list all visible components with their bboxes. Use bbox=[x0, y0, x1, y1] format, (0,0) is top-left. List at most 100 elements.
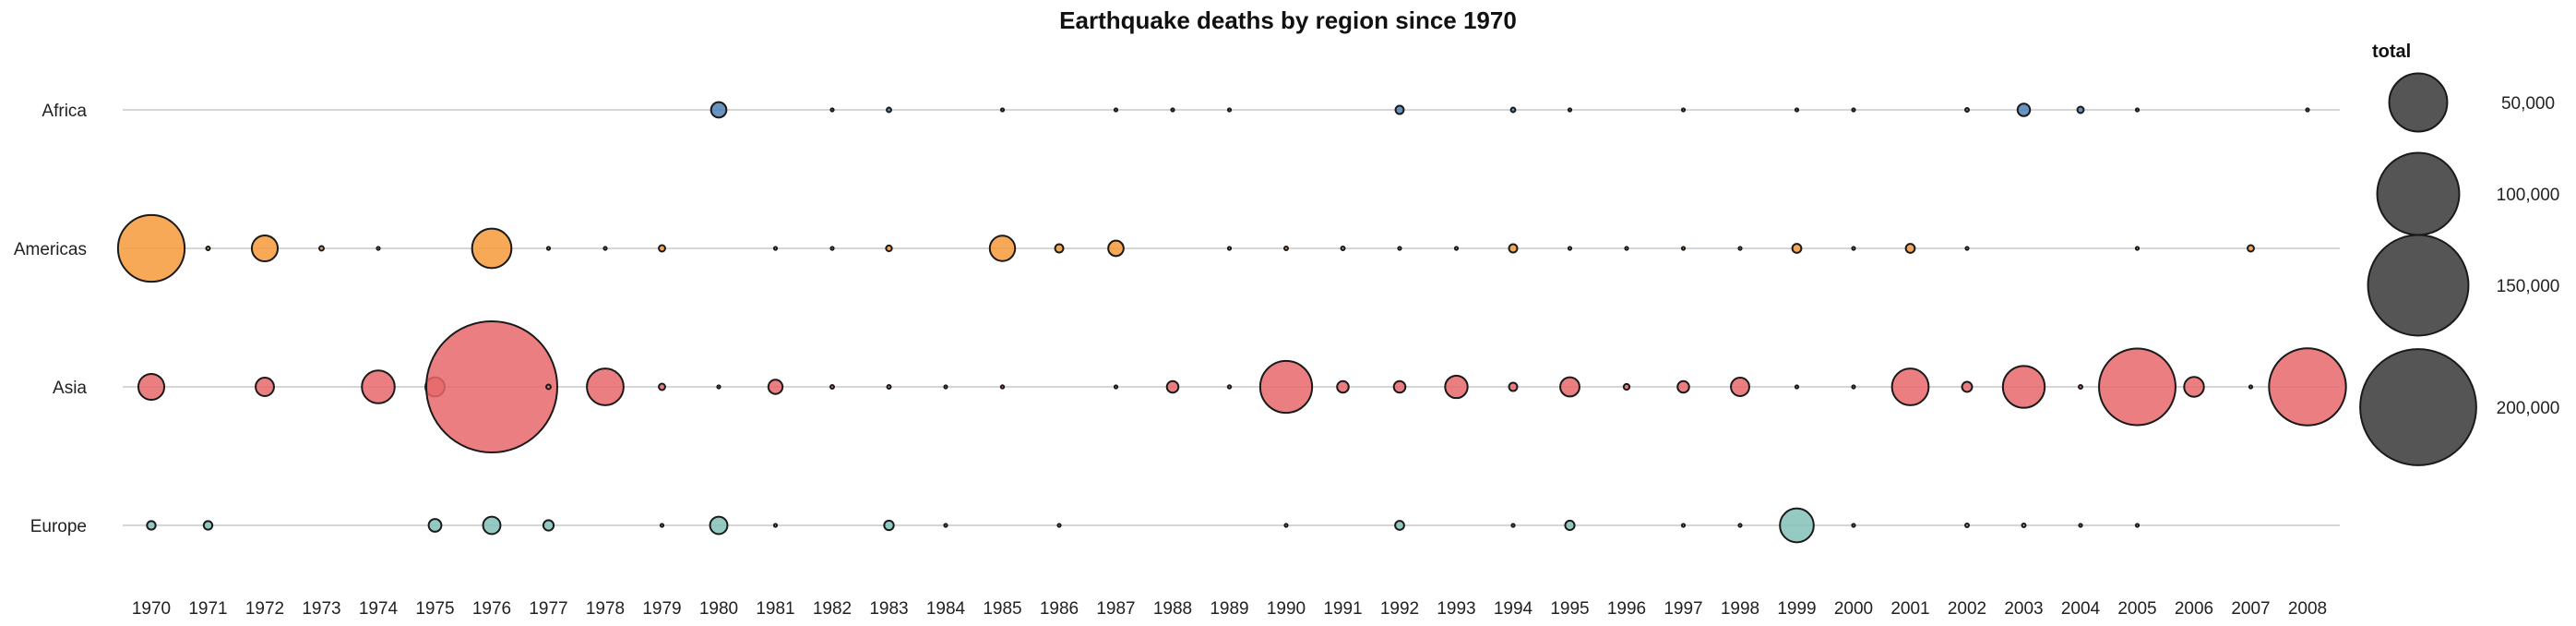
bubble-africa-2004 bbox=[2076, 105, 2085, 114]
bubble-asia-1983 bbox=[886, 384, 892, 390]
bubble-asia-1991 bbox=[1336, 379, 1350, 394]
bubble-asia-1981 bbox=[767, 379, 784, 395]
x-tick-1998: 1998 bbox=[1721, 599, 1759, 619]
x-tick-2007: 2007 bbox=[2231, 599, 2270, 619]
bubble-europe-1981 bbox=[772, 523, 779, 528]
x-tick-1993: 1993 bbox=[1437, 599, 1475, 619]
legend-bubble-100000 bbox=[2376, 151, 2461, 236]
bubble-africa-1992 bbox=[1394, 104, 1405, 115]
gridlines bbox=[123, 109, 2340, 526]
bubble-europe-1999 bbox=[1779, 507, 1815, 544]
bubble-americas-1986 bbox=[1054, 243, 1065, 254]
bubble-americas-1974 bbox=[376, 246, 381, 251]
x-tick-1989: 1989 bbox=[1210, 599, 1248, 619]
bubble-americas-1979 bbox=[658, 244, 666, 253]
bubble-asia-1997 bbox=[1676, 379, 1690, 394]
bubble-americas-1995 bbox=[1567, 246, 1573, 251]
x-tick-1997: 1997 bbox=[1664, 599, 1702, 619]
legend-title: total bbox=[2372, 42, 2411, 62]
x-tick-1972: 1972 bbox=[245, 599, 284, 619]
bubble-asia-2006 bbox=[2183, 376, 2205, 398]
bubble-europe-1976 bbox=[482, 515, 502, 536]
x-tick-1976: 1976 bbox=[472, 599, 511, 619]
x-tick-2002: 2002 bbox=[1948, 599, 1986, 619]
bubble-europe-1977 bbox=[542, 519, 555, 532]
legend-bubble-200000 bbox=[2359, 348, 2477, 466]
bubble-asia-1979 bbox=[658, 382, 666, 391]
legend-label-100000: 100,000 bbox=[2497, 186, 2560, 205]
bubble-americas-1992 bbox=[1397, 246, 1402, 251]
bubble-americas-1989 bbox=[1226, 246, 1233, 251]
bubble-asia-2005 bbox=[2098, 347, 2176, 427]
chart-title: Earthquake deaths by region since 1970 bbox=[1059, 6, 1517, 34]
bubble-asia-1998 bbox=[1730, 377, 1750, 397]
bubble-europe-1986 bbox=[1056, 523, 1062, 528]
bubble-europe-2003 bbox=[2021, 523, 2027, 528]
bubble-africa-1994 bbox=[1509, 106, 1517, 114]
bubble-americas-1978 bbox=[602, 246, 608, 251]
x-tick-2005: 2005 bbox=[2117, 599, 2156, 619]
x-tick-1971: 1971 bbox=[188, 599, 227, 619]
bubble-americas-1976 bbox=[471, 227, 513, 270]
bubble-asia-2000 bbox=[1851, 384, 1856, 390]
bubble-asia-2003 bbox=[2001, 365, 2046, 409]
size-legend: total 50,000 100,000 150,000 200,000 bbox=[2359, 42, 2560, 466]
x-tick-1981: 1981 bbox=[756, 599, 794, 619]
x-tick-1977: 1977 bbox=[529, 599, 567, 619]
bubble-africa-2008 bbox=[2305, 107, 2310, 113]
x-tick-2008: 2008 bbox=[2288, 599, 2327, 619]
bubble-asia-1989 bbox=[1226, 384, 1233, 390]
x-axis-ticks: 1970 1971 1972 1973 1974 1975 1976 1977 1978 1979… bbox=[132, 599, 2327, 619]
bubble-africa-1995 bbox=[1567, 107, 1573, 113]
y-tick-africa: Africa bbox=[42, 102, 87, 121]
bubble-europe-2002 bbox=[1964, 523, 1970, 528]
bubble-asia-2001 bbox=[1890, 367, 1930, 406]
bubble-asia-1970 bbox=[137, 372, 166, 402]
bubble-europe-1970 bbox=[146, 520, 157, 531]
x-tick-1985: 1985 bbox=[983, 599, 1021, 619]
x-tick-2003: 2003 bbox=[2004, 599, 2043, 619]
bubble-asia-1992 bbox=[1392, 379, 1407, 394]
bubble-asia-2004 bbox=[2078, 384, 2083, 390]
bubble-europe-1979 bbox=[659, 523, 665, 528]
bubble-africa-1980 bbox=[710, 101, 728, 119]
y-tick-americas: Americas bbox=[14, 240, 87, 259]
bubble-europe-1995 bbox=[1564, 519, 1576, 532]
bubble-asia-2008 bbox=[2268, 347, 2347, 427]
bubble-asia-1972 bbox=[255, 377, 275, 397]
x-tick-1996: 1996 bbox=[1607, 599, 1646, 619]
legend-items: 50,000 100,000 150,000 200,000 bbox=[2359, 72, 2560, 466]
x-tick-1983: 1983 bbox=[869, 599, 908, 619]
x-tick-1990: 1990 bbox=[1267, 599, 1306, 619]
bubble-asia-1988 bbox=[1165, 379, 1180, 394]
bubble-europe-1992 bbox=[1394, 520, 1405, 531]
bubble-asia-2007 bbox=[2248, 384, 2254, 390]
x-tick-1994: 1994 bbox=[1494, 599, 1533, 619]
bubble-asia-2002 bbox=[1961, 380, 1974, 393]
bubble-americas-2007 bbox=[2247, 244, 2255, 253]
bubble-americas-1999 bbox=[1791, 243, 1803, 254]
bubble-europe-2005 bbox=[2134, 523, 2141, 528]
y-axis-ticks: Africa Americas Asia Europe bbox=[14, 102, 88, 536]
bubble-americas-1983 bbox=[885, 244, 893, 253]
legend-label-200000: 200,000 bbox=[2497, 399, 2560, 418]
x-tick-1987: 1987 bbox=[1096, 599, 1135, 619]
bubble-asia-1993 bbox=[1444, 374, 1469, 400]
legend-label-150000: 150,000 bbox=[2497, 277, 2560, 296]
bubble-asia-1982 bbox=[829, 384, 835, 390]
x-tick-2004: 2004 bbox=[2061, 599, 2101, 619]
x-tick-1973: 1973 bbox=[302, 599, 340, 619]
bubble-americas-1973 bbox=[318, 245, 325, 252]
x-tick-1970: 1970 bbox=[132, 599, 171, 619]
x-tick-1991: 1991 bbox=[1323, 599, 1362, 619]
bubble-asia-1990 bbox=[1258, 359, 1314, 415]
bubble-americas-1998 bbox=[1737, 246, 1743, 251]
bubble-europe-1975 bbox=[427, 518, 443, 533]
bubble-asia-1977 bbox=[545, 383, 552, 391]
legend-bubble-50000 bbox=[2388, 72, 2449, 133]
bubble-americas-2001 bbox=[1904, 243, 1916, 254]
bubble-europe-1984 bbox=[943, 523, 948, 528]
x-tick-2006: 2006 bbox=[2175, 599, 2213, 619]
bubble-africa-1989 bbox=[1226, 107, 1233, 113]
